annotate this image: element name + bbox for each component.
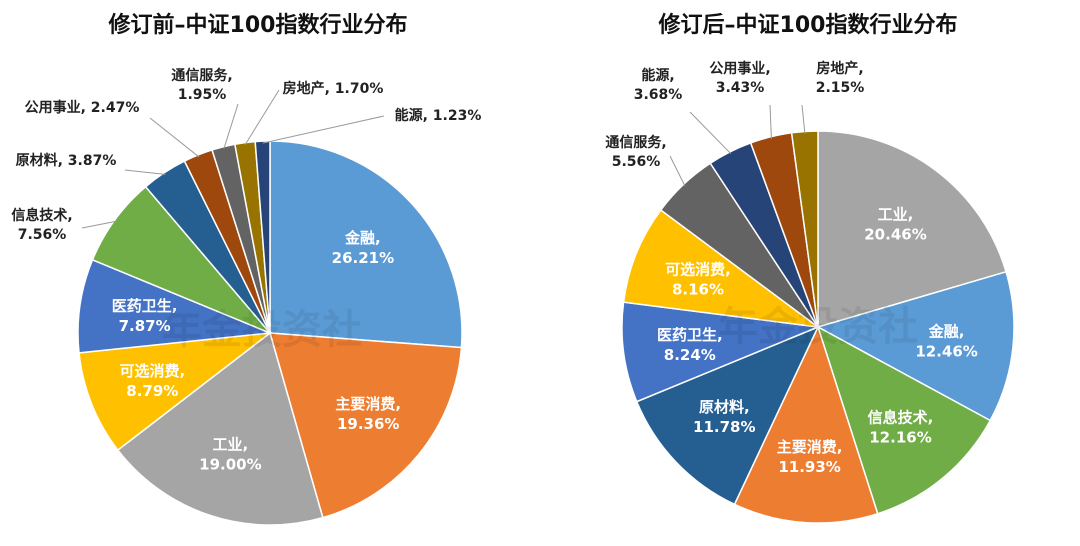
before-label-value-0: 26.21% [332, 249, 394, 267]
labels-after: 工业, 20.46% 金融, 12.46% 信息技术, 12.16% 主要消费, 11.93%… [605, 60, 978, 476]
before-label-value-4: 7.87% [119, 317, 171, 335]
after-slice-4 [635, 325, 820, 506]
after-leader-9 [769, 104, 772, 139]
before-label-name-8: 通信服务, [171, 67, 232, 84]
leaders-after [669, 104, 806, 187]
before-label-value-1: 19.36% [337, 415, 399, 433]
leaders-before [81, 89, 385, 229]
slices-after [621, 130, 1015, 524]
after-label-value-2: 12.16% [869, 429, 931, 447]
before-label-value-2: 19.00% [199, 455, 261, 473]
before-label-name-5: 信息技术, [11, 207, 72, 224]
after-label-name-6: 可选消费, [665, 261, 731, 279]
after-label-value-4: 11.78% [693, 418, 755, 436]
after-leader-7 [669, 155, 686, 187]
watermark-before: 年金投资社 [162, 307, 362, 353]
after-slice-0 [817, 130, 1008, 329]
slices-before [77, 140, 463, 526]
after-label-name-1: 金融, [928, 323, 965, 341]
after-label-value-5: 8.24% [664, 346, 716, 364]
before-leader-9 [244, 89, 280, 145]
after-slice-2 [816, 325, 992, 515]
after-label-name-10: 房地产, [816, 60, 863, 77]
before-label-value-5: 7.56% [18, 227, 67, 243]
before-label-value-8: 1.95% [178, 87, 227, 103]
after-label-name-8: 能源, [641, 67, 674, 84]
before-label-name-0: 金融, [344, 229, 381, 247]
pie-chart-before-svg: 修订前–中证100指数行业分布 金融, 26.21% 主要消费, 19.36% 工业, 1… [11, 12, 481, 526]
after-label-name-0: 工业, [878, 206, 914, 224]
before-label-name-1: 主要消费, [335, 395, 401, 413]
after-label-value-3: 11.93% [778, 458, 840, 476]
after-label-value-10: 2.15% [816, 80, 865, 96]
after-label-name-5: 医药卫生, [657, 326, 723, 344]
before-slice-1 [268, 332, 463, 519]
after-slice-3 [733, 324, 879, 524]
after-slice-5 [621, 301, 821, 403]
after-label-name-2: 信息技术, [868, 409, 934, 427]
after-label-value-9: 3.43% [716, 80, 765, 96]
after-label-name-9: 公用事业, [709, 60, 770, 77]
after-label-value-8: 3.68% [634, 87, 683, 103]
before-slice-3 [78, 331, 273, 452]
before-slice-4 [77, 258, 271, 354]
before-leader-6 [124, 169, 166, 175]
before-label-7: 公用事业, 2.47% [25, 99, 140, 116]
after-label-name-4: 原材料, [699, 398, 750, 416]
before-leader-8 [223, 103, 239, 149]
pie-chart-before: 修订前–中证100指数行业分布 金融, 26.21% 主要消费, 19.36% 工业, 1… [11, 12, 481, 526]
chart-title-before: 修订前–中证100指数行业分布 [108, 12, 408, 38]
before-slice-2 [116, 331, 324, 526]
chart-title-after: 修订后–中证100指数行业分布 [658, 12, 958, 38]
after-label-value-6: 8.16% [672, 281, 724, 299]
pie-chart-after: 修订后–中证100指数行业分布 工业, 20.46% 金融, 12.46% 信息技术, 1… [540, 0, 1080, 546]
after-label-value-7: 5.56% [612, 154, 661, 170]
watermark-after: 年金投资社 [718, 304, 918, 350]
after-leader-8 [689, 111, 732, 155]
after-slice-6 [622, 208, 821, 329]
after-label-name-3: 主要消费, [777, 438, 843, 456]
before-slice-0 [269, 140, 463, 349]
before-label-name-3: 可选消费, [119, 362, 185, 380]
after-leader-10 [801, 104, 806, 134]
before-label-name-2: 工业, [213, 435, 249, 453]
before-leader-5 [81, 220, 117, 229]
before-label-10: 能源, 1.23% [395, 107, 482, 124]
before-label-value-3: 8.79% [126, 382, 178, 400]
after-slice-1 [816, 270, 1015, 422]
before-label-9: 房地产, 1.70% [283, 80, 384, 97]
pie-chart-after-svg: 修订后–中证100指数行业分布 工业, 20.46% 金融, 12.46% 信息技术, 1… [605, 12, 1015, 524]
before-label-6: 原材料, 3.87% [16, 152, 117, 169]
after-label-value-1: 12.46% [915, 343, 977, 361]
before-leader-10 [262, 115, 385, 144]
before-leader-7 [149, 117, 200, 158]
after-label-value-0: 20.46% [864, 226, 926, 244]
labels-before: 金融, 26.21% 主要消费, 19.36% 工业, 19.00% 可选消费, 8.79% 医… [11, 67, 481, 473]
before-label-name-4: 医药卫生, [112, 297, 178, 315]
after-label-name-7: 通信服务, [605, 134, 666, 151]
